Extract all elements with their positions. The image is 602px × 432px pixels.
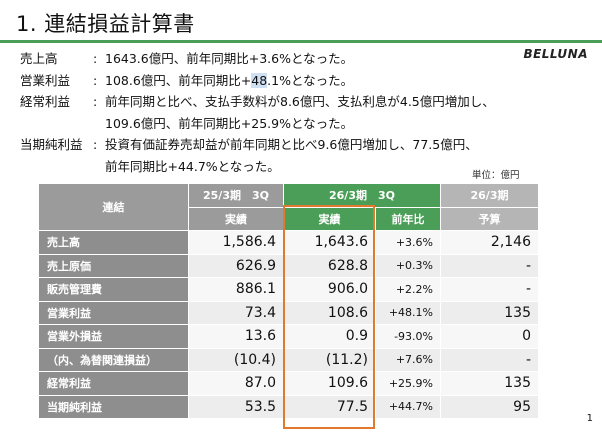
yoy-cell: +2.2% (375, 277, 441, 302)
yoy-cell: +0.3% (375, 253, 441, 278)
summary-row: 当期純利益 : 投資有価証券売却益が前年同期と比べ9.6億円増加し、77.5億円… (20, 134, 580, 156)
yoy-cell: +25.9% (375, 371, 441, 396)
prev-actual-cell: (10.4) (188, 347, 284, 372)
budget-cell: - (440, 347, 539, 372)
summary-text: 前年同期と比べ、支払手数料が8.6億円、支払利息が4.5億円増加し、 (105, 94, 495, 109)
yoy-cell: +48.1% (375, 300, 441, 325)
budget-cell: 135 (440, 300, 539, 325)
table-row: 売上高 1,586.4 1,643.6 +3.6% 2,146 (38, 230, 539, 255)
budget-cell: 0 (440, 324, 539, 349)
curr-actual-cell: 628.8 (283, 253, 376, 278)
period-header-budget: 26/3期 (440, 183, 539, 208)
period-header-prev: 25/3期 3Q (188, 183, 284, 208)
budget-cell: 95 (440, 394, 539, 419)
summary-label: 当期純利益 (20, 137, 83, 152)
row-label: 販売管理費 (38, 277, 189, 302)
summary-row: 経常利益 : 前年同期と比べ、支払手数料が8.6億円、支払利息が4.5億円増加し… (20, 91, 580, 113)
summary-label (20, 113, 93, 135)
summary-text: 前年同期比+44.7%となった。 (105, 158, 280, 174)
table-row: 営業外損益 13.6 0.9 -93.0% 0 (38, 324, 539, 349)
yoy-cell: +3.6% (375, 230, 441, 255)
curr-actual-cell: (11.2) (283, 347, 376, 372)
row-label: 当期純利益 (38, 394, 189, 419)
yoy-cell: +7.6% (375, 347, 441, 372)
summary-row: 109.6億円、前年同期比+25.9%となった。 (20, 113, 580, 135)
page-title: 1. 連結損益計算書 (16, 12, 195, 36)
row-label: 売上原価 (38, 253, 189, 278)
summary-text: 投資有価証券売却益が前年同期と比べ9.6億円増加し、77.5億円、 (105, 137, 478, 152)
prev-actual-cell: 53.5 (188, 394, 284, 419)
summary-text: 1643.6億円、前年同期比+3.6%となった。 (105, 51, 354, 66)
table-row: 当期純利益 53.5 77.5 +44.7% 95 (38, 394, 539, 419)
prev-actual-cell: 87.0 (188, 371, 284, 396)
table-row: 営業利益 73.4 108.6 +48.1% 135 (38, 300, 539, 325)
prev-actual-cell: 1,586.4 (188, 230, 284, 255)
yoy-cell: -93.0% (375, 324, 441, 349)
budget-cell: 135 (440, 371, 539, 396)
summary-row: 営業利益 : 108.6億円、前年同期比+48.1%となった。 (20, 70, 580, 92)
prev-actual-cell: 626.9 (188, 253, 284, 278)
row-label: 売上高 (38, 230, 189, 255)
subheader-budget: 予算 (440, 206, 539, 231)
curr-actual-cell: 108.6 (283, 300, 376, 325)
summary-colon: : (93, 51, 98, 66)
budget-cell: 2,146 (440, 230, 539, 255)
period-header-row: 連結 25/3期 3Q 26/3期 3Q 26/3期 (38, 183, 539, 231)
row-label: 営業外損益 (38, 324, 189, 349)
prev-actual-cell: 886.1 (188, 277, 284, 302)
unit-label: 単位：億円 (472, 170, 520, 181)
summary-colon: : (93, 137, 98, 152)
subheader-curr-actual: 実績 (283, 206, 376, 231)
summary-text: 109.6億円、前年同期比+25.9%となった。 (105, 115, 354, 131)
curr-actual-cell: 0.9 (283, 324, 376, 349)
summary-colon: : (93, 94, 98, 109)
summary-row: 売上高 : 1643.6億円、前年同期比+3.6%となった。 (20, 48, 580, 70)
summary-row: 前年同期比+44.7%となった。 (20, 156, 580, 178)
curr-actual-cell: 77.5 (283, 394, 376, 419)
budget-cell: - (440, 277, 539, 302)
company-logo: BELLUNA (523, 47, 588, 61)
subheader-prev-actual: 実績 (188, 206, 284, 231)
table-row: 売上原価 626.9 628.8 +0.3% - (38, 253, 539, 278)
highlighted-text: 48 (251, 72, 268, 88)
curr-actual-cell: 109.6 (283, 371, 376, 396)
prev-actual-cell: 73.4 (188, 300, 284, 325)
summary-label: 経常利益 (20, 94, 71, 109)
row-label: （内、為替関連損益） (38, 347, 189, 372)
income-statement-table: 連結 25/3期 3Q 26/3期 3Q 26/3期 実績 実績 前年比 予算 … (38, 183, 539, 419)
period-header-curr: 26/3期 3Q (283, 183, 441, 208)
summary-block: 売上高 : 1643.6億円、前年同期比+3.6%となった。 営業利益 : 10… (20, 48, 580, 177)
subheader-yoy: 前年比 (375, 206, 441, 231)
subheader-row: 実績 実績 前年比 予算 (39, 206, 539, 231)
summary-label: 営業利益 (20, 72, 71, 88)
row-label: 営業利益 (38, 300, 189, 325)
table-row: （内、為替関連損益） (10.4) (11.2) +7.6% - (38, 347, 539, 372)
summary-colon: : (93, 72, 98, 88)
title-divider (0, 40, 602, 43)
row-label: 経常利益 (38, 371, 189, 396)
prev-actual-cell: 13.6 (188, 324, 284, 349)
summary-text: 108.6億円、前年同期比+48.1%となった。 (105, 72, 354, 88)
budget-cell: - (440, 253, 539, 278)
yoy-cell: +44.7% (375, 394, 441, 419)
corner-header: 連結 (38, 183, 189, 231)
page-number: 1 (586, 413, 593, 424)
table-row: 販売管理費 886.1 906.0 +2.2% - (38, 277, 539, 302)
table-row: 経常利益 87.0 109.6 +25.9% 135 (38, 371, 539, 396)
curr-actual-cell: 906.0 (283, 277, 376, 302)
summary-label: 売上高 (20, 51, 58, 66)
curr-actual-cell: 1,643.6 (283, 230, 376, 255)
summary-label (20, 156, 93, 178)
